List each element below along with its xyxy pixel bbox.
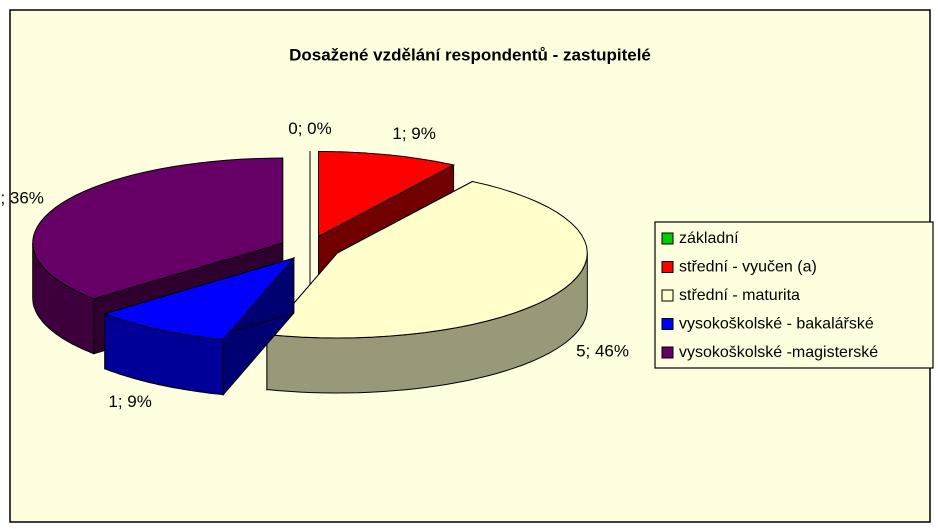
legend-swatch <box>661 346 674 359</box>
pie-slice <box>265 180 588 394</box>
legend-label: vysokoškolské -magisterské <box>679 344 878 361</box>
data-label: 1; 9% <box>108 392 151 411</box>
legend-label: střední - maturita <box>679 287 800 304</box>
data-label: 1; 9% <box>392 124 435 143</box>
data-label: 5; 46% <box>576 342 629 361</box>
slice-top <box>32 157 284 300</box>
data-label: 4; 36% <box>0 188 44 207</box>
legend-label: vysokoškolské - bakalářské <box>679 316 874 333</box>
legend-label: základní <box>679 230 739 247</box>
legend-swatch <box>661 261 674 273</box>
slice-top <box>103 257 296 341</box>
legend-label: střední - vyučen (a) <box>679 259 817 276</box>
legend <box>654 221 934 369</box>
pie-slice <box>103 256 296 397</box>
legend-swatch <box>661 289 674 302</box>
data-label: 0; 0% <box>288 119 331 138</box>
slice-top <box>318 151 456 238</box>
legend-swatch <box>661 318 674 330</box>
legend-swatch <box>661 232 674 245</box>
chart-title: Dosažené vzdělání respondentů - zastupit… <box>289 45 651 64</box>
slice-top <box>265 180 588 339</box>
